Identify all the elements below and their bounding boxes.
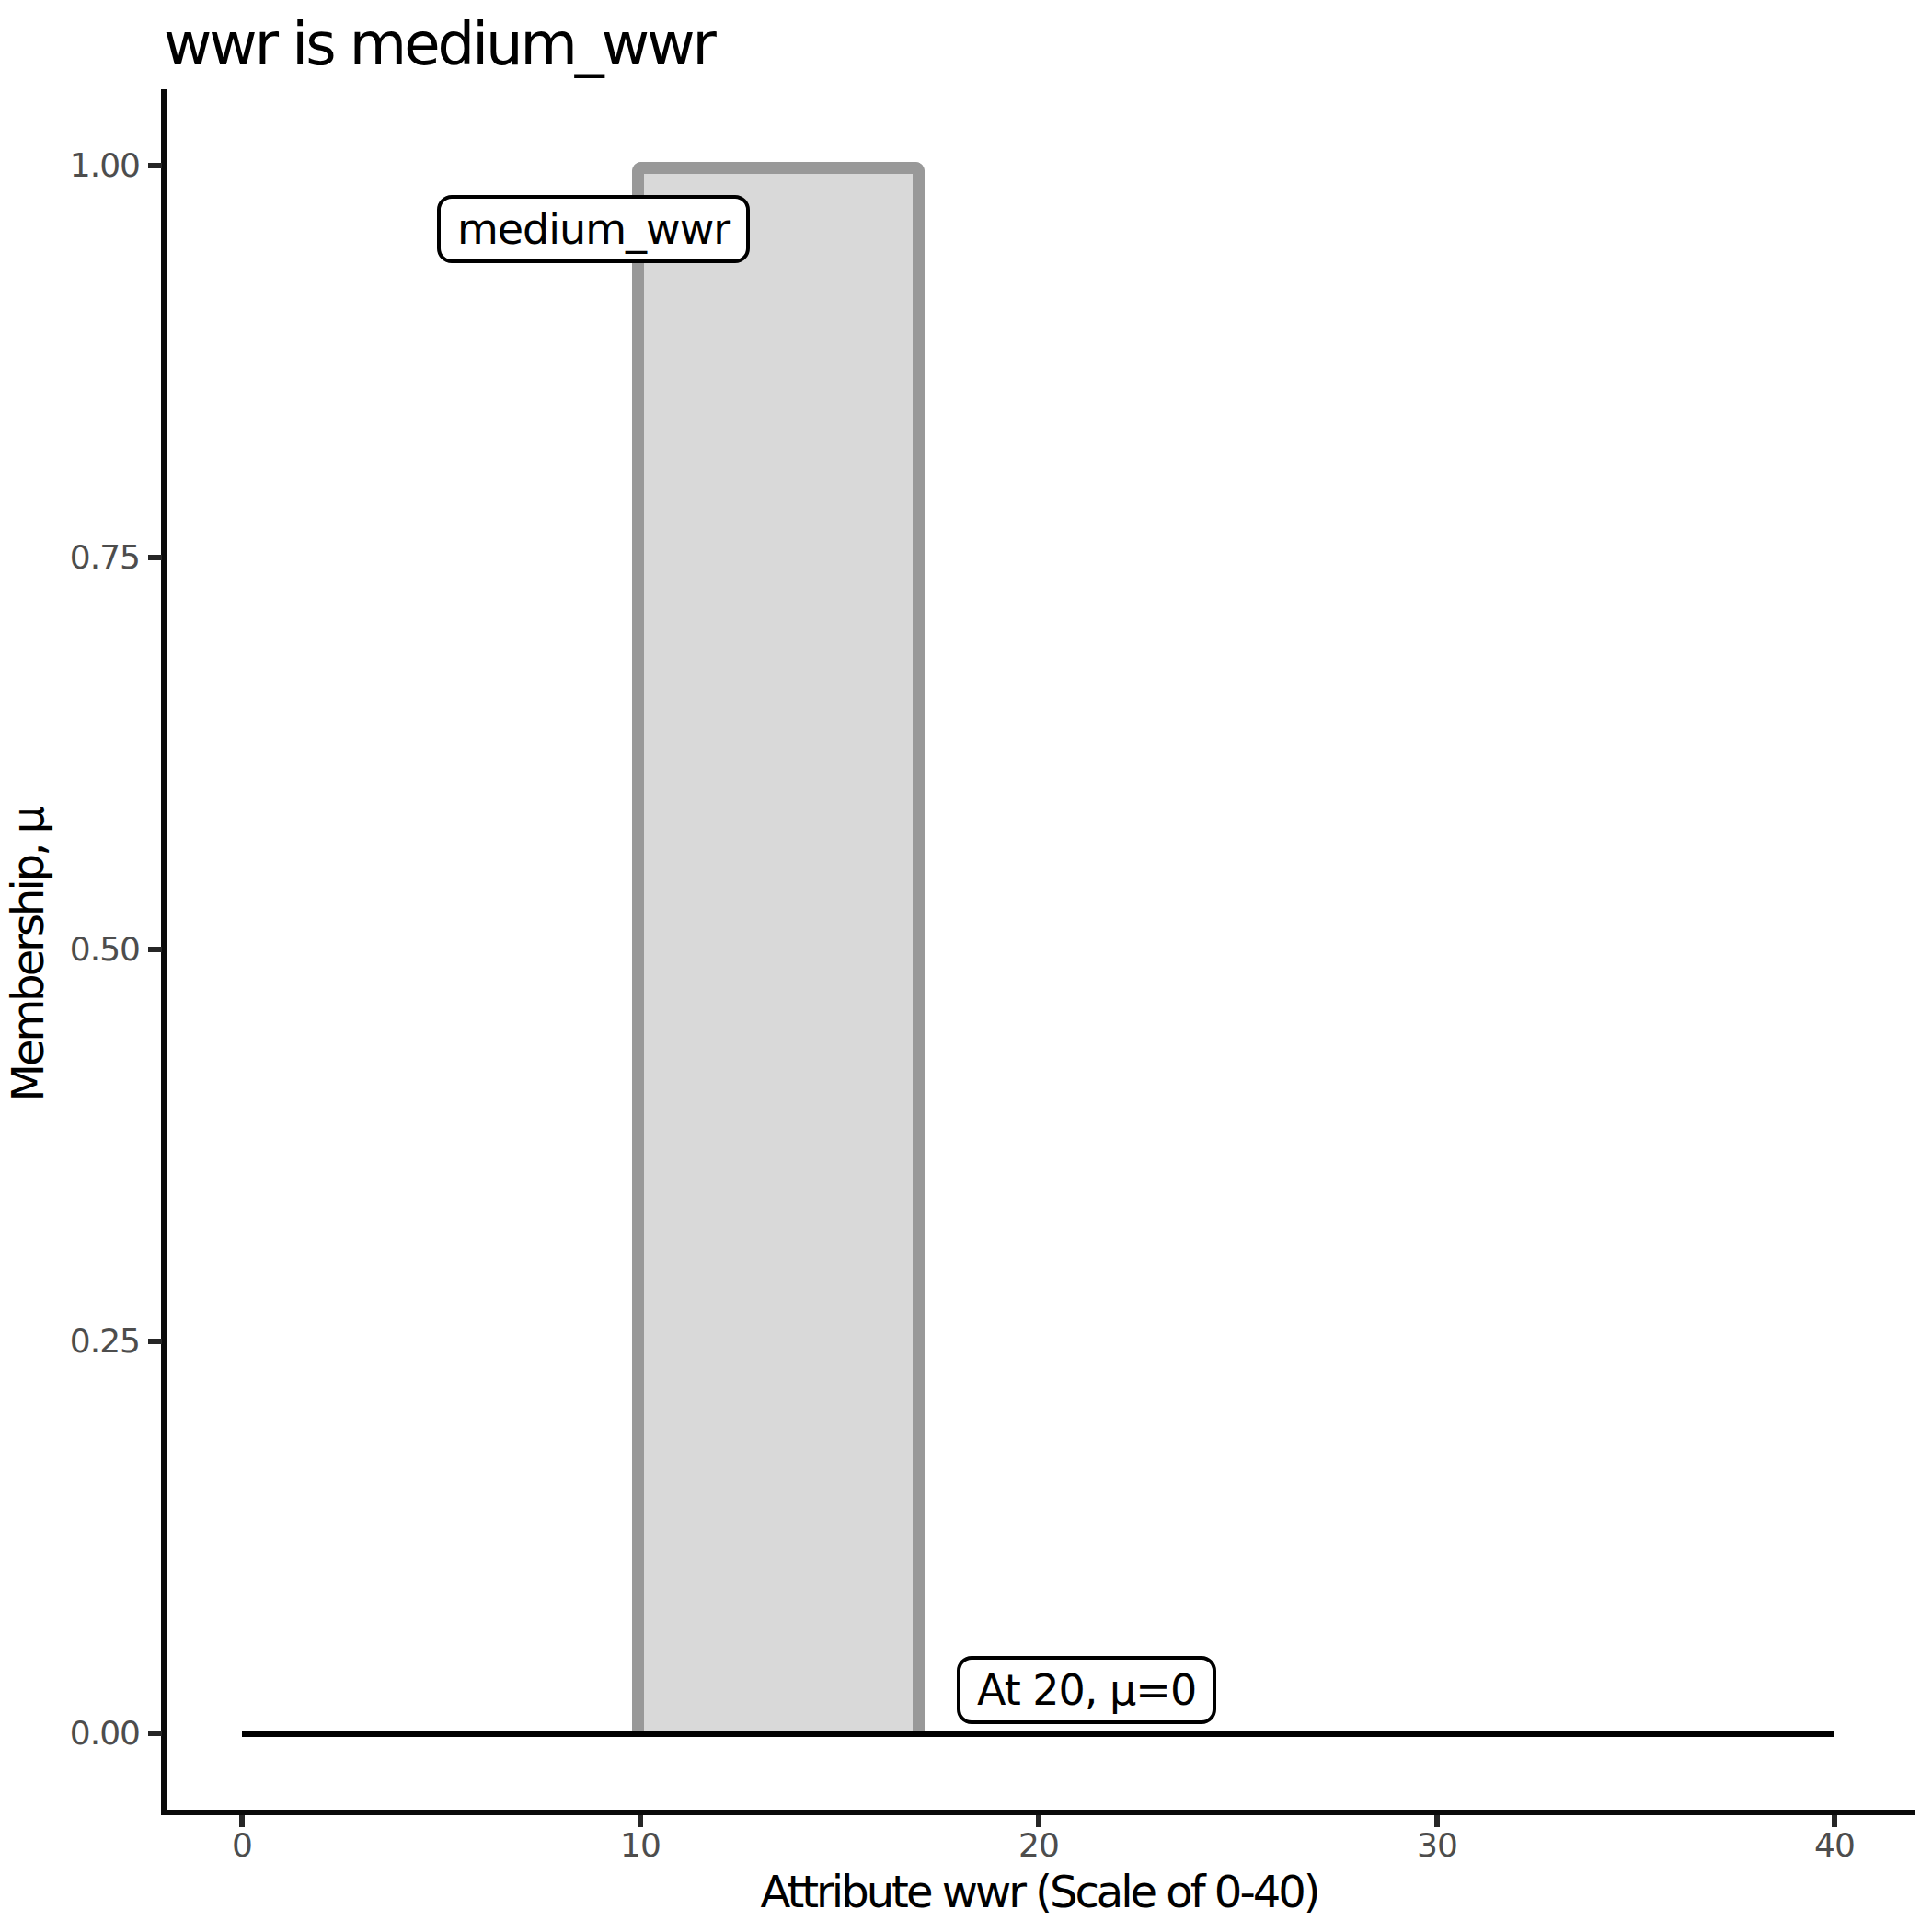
- y-tick-label-0.50: 0.50: [0, 933, 140, 966]
- y-tick-label-1.00: 1.00: [0, 149, 140, 182]
- y-axis-line: [161, 89, 167, 1815]
- x-tick-label-0: 0: [168, 1829, 316, 1862]
- x-tick-label-30: 30: [1363, 1829, 1511, 1862]
- x-axis-title: Attribute wwr (Scale of 0-40): [164, 1866, 1915, 1917]
- y-tick-0.25: [148, 1339, 162, 1344]
- y-tick-0.75: [148, 555, 162, 560]
- membership-function-bar: [632, 162, 925, 1733]
- y-tick-label-0.75: 0.75: [0, 541, 140, 574]
- at-20-mu-0-label: At 20, μ=0: [957, 1656, 1216, 1724]
- x-tick-label-10: 10: [567, 1829, 714, 1862]
- y-tick-label-0.25: 0.25: [0, 1325, 140, 1358]
- medium-wwr-label: medium_wwr: [437, 195, 750, 263]
- x-tick-label-40: 40: [1761, 1829, 1908, 1862]
- y-tick-0.00: [148, 1731, 162, 1736]
- y-tick-label-0.00: 0.00: [0, 1717, 140, 1750]
- y-tick-0.50: [148, 947, 162, 952]
- y-tick-1.00: [148, 163, 162, 168]
- x-tick-label-20: 20: [965, 1829, 1112, 1862]
- fuzzy-membership-chart: wwr is medium_wwr Membership, μ Attribut…: [0, 0, 1932, 1932]
- zero-membership-line: [242, 1731, 1834, 1737]
- plot-title: wwr is medium_wwr: [164, 7, 714, 81]
